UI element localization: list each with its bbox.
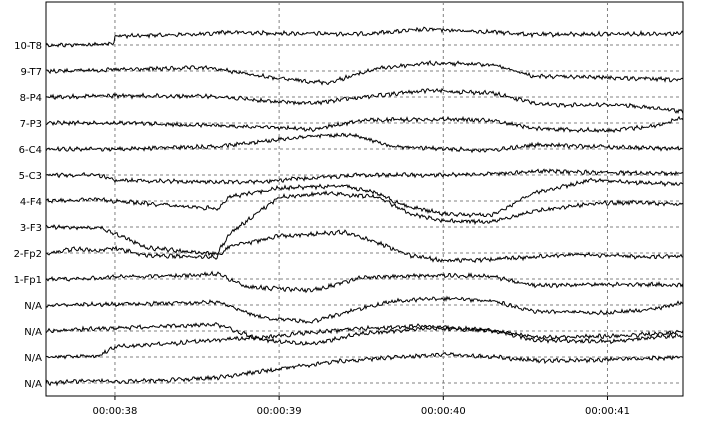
channel-label: 5-C3 — [19, 171, 42, 182]
channel-label: 10-T8 — [14, 41, 42, 52]
channel-label: 2-Fp2 — [14, 249, 42, 260]
channel-label: N/A — [24, 301, 42, 312]
trace-1-fp1 — [45, 270, 684, 294]
channel-label: 1-Fp1 — [14, 275, 42, 286]
plot-frame — [45, 1, 684, 397]
grid — [46, 2, 683, 396]
x-tick-label: 00:00:39 — [257, 406, 302, 417]
channel-label: 3-F3 — [20, 223, 42, 234]
traces — [45, 26, 684, 387]
trace-8-p4 — [45, 87, 684, 115]
channel-label: N/A — [24, 353, 42, 364]
trace-6-c4 — [45, 132, 684, 154]
trace-4-f4 — [45, 177, 684, 218]
trace-n-a — [45, 322, 684, 346]
x-tick-label: 00:00:41 — [585, 406, 630, 417]
channel-label: N/A — [24, 327, 42, 338]
channel-label: 4-F4 — [20, 197, 42, 208]
time-tick-labels: 00:00:38 00:00:39 00:00:40 00:00:41 — [92, 396, 630, 417]
trace-10-t8 — [45, 26, 684, 48]
channel-label: 8-P4 — [20, 93, 42, 104]
trace-7-p3 — [45, 115, 684, 134]
x-tick-label: 00:00:40 — [421, 406, 466, 417]
trace-5-c3 — [45, 168, 684, 185]
channel-label: 6-C4 — [19, 145, 42, 156]
trace-n-a — [45, 351, 684, 387]
channel-labels: 10-T8 9-T7 8-P4 7-P3 6-C4 5-C3 4-F4 3-F3 2-Fp2 1-… — [14, 41, 43, 390]
channel-label: N/A — [24, 379, 42, 390]
trace-9-t7 — [45, 59, 684, 86]
channel-label: 9-T7 — [20, 67, 42, 78]
channel-label: 7-P3 — [20, 119, 42, 130]
x-tick-label: 00:00:38 — [92, 406, 137, 417]
trace-2-fp2 — [45, 229, 684, 264]
trace-n-a — [45, 323, 684, 360]
trace-3-f3 — [45, 190, 684, 257]
trace-n-a — [45, 295, 684, 324]
